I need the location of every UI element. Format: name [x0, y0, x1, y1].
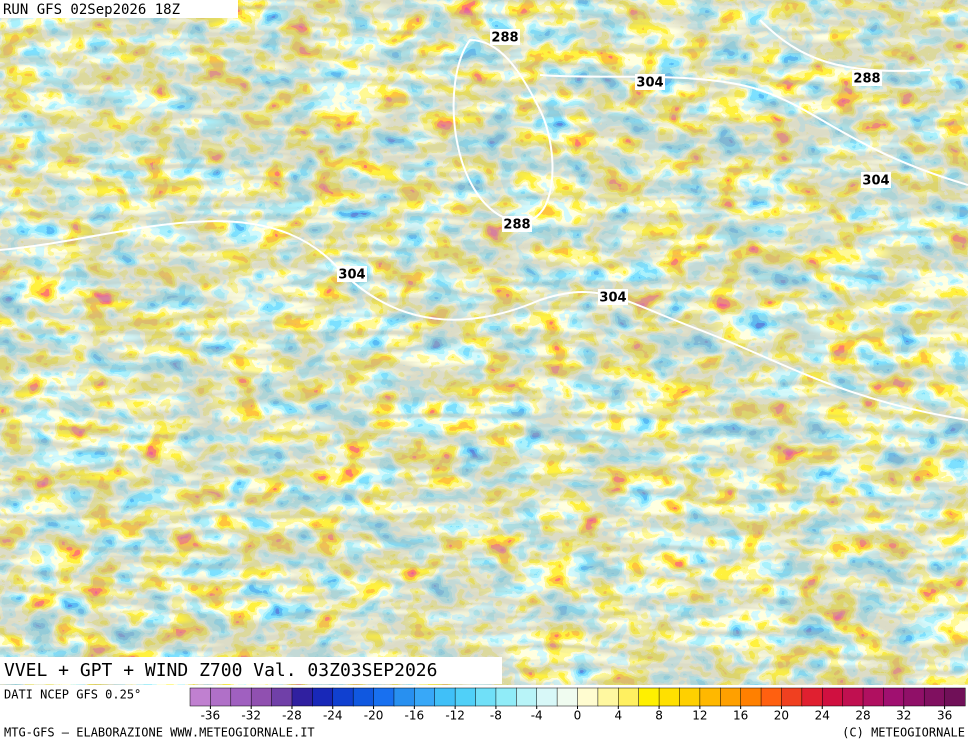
contour-label: 304 [636, 76, 663, 91]
color-swatch [556, 687, 579, 707]
contour-label-bg [635, 74, 665, 90]
geopotential-contours [0, 19, 968, 421]
map-title: VVEL + GPT + WIND Z700 Val. 03Z03SEP2026 [4, 660, 437, 681]
contour-line [759, 19, 931, 72]
colorbar-tick-label: -32 [241, 709, 261, 723]
color-swatch [618, 687, 640, 707]
color-swatch [821, 687, 844, 707]
color-swatch [760, 687, 782, 707]
data-source: DATI NCEP GFS 0.25° [4, 688, 141, 702]
color-swatch [781, 687, 803, 707]
run-label: RUN GFS 02Sep2026 18Z [3, 2, 180, 18]
color-swatch [597, 687, 619, 707]
color-swatch [536, 687, 558, 707]
color-swatch [923, 687, 946, 707]
contour-labels: 288 304 288 304 288 304 304 [337, 29, 891, 306]
color-swatch [577, 687, 599, 707]
contour-label: 304 [862, 174, 889, 189]
color-swatch [842, 687, 864, 707]
contour-label-bg [861, 172, 891, 188]
title-box [0, 657, 502, 684]
colorbar-tick-label: -36 [201, 709, 221, 723]
color-swatch [944, 687, 966, 707]
contour-label: 304 [599, 291, 626, 306]
color-swatch [454, 687, 477, 707]
colorbar-tick-label: 36 [937, 709, 952, 723]
color-swatch [230, 687, 252, 707]
colorbar-tick-label: 20 [774, 709, 789, 723]
contour-label: 288 [853, 72, 880, 87]
colorbar-tick-label: 24 [815, 709, 830, 723]
colorbar-tick-label: -8 [490, 709, 502, 723]
color-swatch [250, 687, 273, 707]
color-swatch [434, 687, 456, 707]
contour-label-bg [598, 289, 628, 305]
colorbar-tick-label: 4 [614, 709, 622, 723]
colorbar-tick-label: -4 [531, 709, 543, 723]
color-swatch [189, 687, 211, 707]
colorbar-tick-label: -20 [364, 709, 384, 723]
colorbar-tick-label: 0 [574, 709, 582, 723]
contour-line [452, 38, 554, 223]
colorbar-tick-label: -12 [445, 709, 465, 723]
contour-line [0, 220, 968, 421]
color-swatch [271, 687, 293, 707]
contour-label: 288 [503, 218, 530, 233]
color-swatch [699, 687, 721, 707]
contour-label: 304 [338, 268, 365, 283]
color-swatch [352, 687, 375, 707]
color-swatch [291, 687, 313, 707]
color-swatch [862, 687, 884, 707]
colorbar: -36 -32 -28 -24 -20 -16 -12 -8 -4 0 4 8 12 16 20 24 28 32… [189, 687, 966, 723]
color-swatch [638, 687, 660, 707]
color-swatch [903, 687, 925, 707]
colorbar-tick-label: 28 [855, 709, 870, 723]
colorbar-tick-label: -24 [323, 709, 343, 723]
wind-streamlines [0, 0, 968, 685]
color-swatch [720, 687, 742, 707]
colorbar-tick-label: -28 [282, 709, 302, 723]
contour-label-bg [337, 266, 367, 282]
contour-label-bg [490, 29, 520, 45]
colorbar-tick-label: 16 [733, 709, 748, 723]
footer-left: MTG-GFS – ELABORAZIONE WWW.METEOGIORNALE… [4, 726, 315, 740]
color-swatch [332, 687, 354, 707]
color-swatch [679, 687, 701, 707]
contour-label: 288 [491, 31, 518, 46]
contour-line [539, 74, 968, 186]
color-swatch [495, 687, 517, 707]
color-swatch [516, 687, 538, 707]
color-swatch [312, 687, 334, 707]
color-swatch [475, 687, 497, 707]
color-swatch [210, 687, 232, 707]
color-swatch [658, 687, 681, 707]
colorbar-tick-label: 32 [896, 709, 911, 723]
colorbar-tick-label: 12 [692, 709, 707, 723]
color-swatch [414, 687, 436, 707]
run-box [0, 0, 238, 18]
color-swatch [883, 687, 905, 707]
color-swatch [740, 687, 762, 707]
colorbar-tick-label: -16 [405, 709, 425, 723]
contour-label-bg [852, 70, 882, 86]
color-swatch [801, 687, 823, 707]
footer-right: (C) METEOGIORNALE [842, 726, 965, 740]
map [0, 0, 968, 685]
colorbar-tick-label: 8 [655, 709, 663, 723]
contour-label-bg [502, 216, 532, 232]
color-swatch [373, 687, 395, 707]
color-swatch [393, 687, 415, 707]
